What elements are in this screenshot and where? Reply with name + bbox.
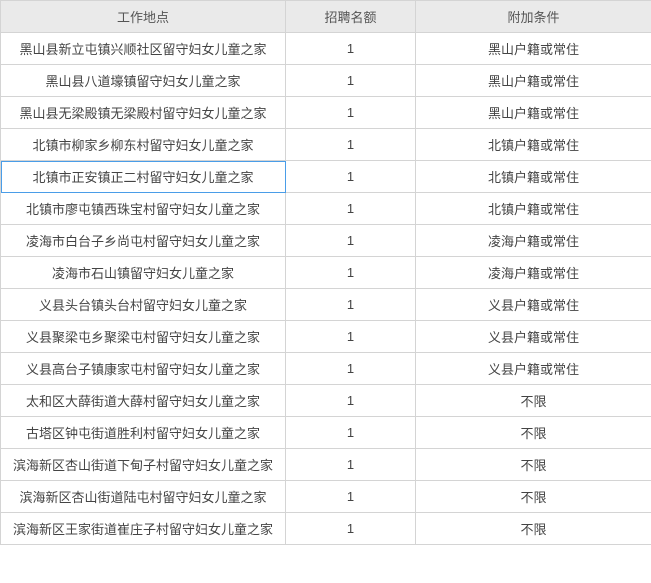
cell-quota: 1 bbox=[286, 33, 416, 65]
cell-note: 不限 bbox=[416, 417, 651, 449]
cell-note: 凌海户籍或常住 bbox=[416, 257, 651, 289]
cell-note: 北镇户籍或常住 bbox=[416, 161, 651, 193]
cell-quota: 1 bbox=[286, 257, 416, 289]
table-row: 北镇市廖屯镇西珠宝村留守妇女儿童之家1北镇户籍或常住 bbox=[1, 193, 651, 225]
cell-note: 北镇户籍或常住 bbox=[416, 129, 651, 161]
cell-location: 滨海新区王家街道崔庄子村留守妇女儿童之家 bbox=[1, 513, 286, 545]
cell-note: 义县户籍或常住 bbox=[416, 321, 651, 353]
cell-note: 黑山户籍或常住 bbox=[416, 65, 651, 97]
table-row: 滨海新区杏山街道陆屯村留守妇女儿童之家1不限 bbox=[1, 481, 651, 513]
cell-location: 黑山县无梁殿镇无梁殿村留守妇女儿童之家 bbox=[1, 97, 286, 129]
table-row: 古塔区钟屯街道胜利村留守妇女儿童之家1不限 bbox=[1, 417, 651, 449]
cell-location: 滨海新区杏山街道陆屯村留守妇女儿童之家 bbox=[1, 481, 286, 513]
cell-location: 太和区大薛街道大薛村留守妇女儿童之家 bbox=[1, 385, 286, 417]
col-header-note: 附加条件 bbox=[416, 1, 651, 33]
recruitment-table: 工作地点 招聘名额 附加条件 黑山县新立屯镇兴顺社区留守妇女儿童之家1黑山户籍或… bbox=[0, 0, 651, 545]
table-row: 义县头台镇头台村留守妇女儿童之家1义县户籍或常住 bbox=[1, 289, 651, 321]
cell-location: 凌海市石山镇留守妇女儿童之家 bbox=[1, 257, 286, 289]
cell-quota: 1 bbox=[286, 513, 416, 545]
cell-quota: 1 bbox=[286, 353, 416, 385]
table-header-row: 工作地点 招聘名额 附加条件 bbox=[1, 1, 651, 33]
cell-note: 不限 bbox=[416, 481, 651, 513]
cell-note: 不限 bbox=[416, 385, 651, 417]
table-row: 黑山县无梁殿镇无梁殿村留守妇女儿童之家1黑山户籍或常住 bbox=[1, 97, 651, 129]
col-header-quota: 招聘名额 bbox=[286, 1, 416, 33]
cell-location: 义县头台镇头台村留守妇女儿童之家 bbox=[1, 289, 286, 321]
table-row: 凌海市石山镇留守妇女儿童之家1凌海户籍或常住 bbox=[1, 257, 651, 289]
cell-quota: 1 bbox=[286, 321, 416, 353]
cell-location: 凌海市白台子乡尚屯村留守妇女儿童之家 bbox=[1, 225, 286, 257]
cell-location: 义县聚梁屯乡聚梁屯村留守妇女儿童之家 bbox=[1, 321, 286, 353]
cell-quota: 1 bbox=[286, 385, 416, 417]
cell-quota: 1 bbox=[286, 65, 416, 97]
cell-quota: 1 bbox=[286, 417, 416, 449]
cell-note: 黑山户籍或常住 bbox=[416, 97, 651, 129]
cell-note: 不限 bbox=[416, 513, 651, 545]
table-row: 滨海新区王家街道崔庄子村留守妇女儿童之家1不限 bbox=[1, 513, 651, 545]
table-row: 凌海市白台子乡尚屯村留守妇女儿童之家1凌海户籍或常住 bbox=[1, 225, 651, 257]
cell-location: 黑山县八道壕镇留守妇女儿童之家 bbox=[1, 65, 286, 97]
cell-location: 北镇市廖屯镇西珠宝村留守妇女儿童之家 bbox=[1, 193, 286, 225]
cell-location: 北镇市柳家乡柳东村留守妇女儿童之家 bbox=[1, 129, 286, 161]
cell-note: 黑山户籍或常住 bbox=[416, 33, 651, 65]
cell-quota: 1 bbox=[286, 97, 416, 129]
table-row: 义县高台子镇康家屯村留守妇女儿童之家1义县户籍或常住 bbox=[1, 353, 651, 385]
cell-note: 义县户籍或常住 bbox=[416, 289, 651, 321]
cell-quota: 1 bbox=[286, 161, 416, 193]
table-row: 滨海新区杏山街道下甸子村留守妇女儿童之家1不限 bbox=[1, 449, 651, 481]
cell-quota: 1 bbox=[286, 129, 416, 161]
table-row: 义县聚梁屯乡聚梁屯村留守妇女儿童之家1义县户籍或常住 bbox=[1, 321, 651, 353]
cell-location: 义县高台子镇康家屯村留守妇女儿童之家 bbox=[1, 353, 286, 385]
cell-quota: 1 bbox=[286, 481, 416, 513]
col-header-location: 工作地点 bbox=[1, 1, 286, 33]
cell-quota: 1 bbox=[286, 193, 416, 225]
table-row: 太和区大薛街道大薛村留守妇女儿童之家1不限 bbox=[1, 385, 651, 417]
cell-location: 黑山县新立屯镇兴顺社区留守妇女儿童之家 bbox=[1, 33, 286, 65]
cell-note: 不限 bbox=[416, 449, 651, 481]
cell-note: 凌海户籍或常住 bbox=[416, 225, 651, 257]
table-row: 北镇市柳家乡柳东村留守妇女儿童之家1北镇户籍或常住 bbox=[1, 129, 651, 161]
cell-location: 滨海新区杏山街道下甸子村留守妇女儿童之家 bbox=[1, 449, 286, 481]
table-body: 黑山县新立屯镇兴顺社区留守妇女儿童之家1黑山户籍或常住黑山县八道壕镇留守妇女儿童… bbox=[1, 33, 651, 545]
cell-quota: 1 bbox=[286, 289, 416, 321]
table-row: 黑山县新立屯镇兴顺社区留守妇女儿童之家1黑山户籍或常住 bbox=[1, 33, 651, 65]
cell-location: 北镇市正安镇正二村留守妇女儿童之家 bbox=[1, 161, 286, 193]
table-row: 北镇市正安镇正二村留守妇女儿童之家1北镇户籍或常住 bbox=[1, 161, 651, 193]
table-row: 黑山县八道壕镇留守妇女儿童之家1黑山户籍或常住 bbox=[1, 65, 651, 97]
cell-quota: 1 bbox=[286, 225, 416, 257]
cell-quota: 1 bbox=[286, 449, 416, 481]
cell-note: 义县户籍或常住 bbox=[416, 353, 651, 385]
cell-note: 北镇户籍或常住 bbox=[416, 193, 651, 225]
cell-location: 古塔区钟屯街道胜利村留守妇女儿童之家 bbox=[1, 417, 286, 449]
